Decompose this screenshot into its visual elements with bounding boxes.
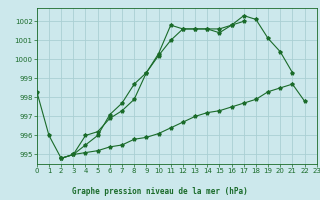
Text: Graphe pression niveau de la mer (hPa): Graphe pression niveau de la mer (hPa): [72, 188, 248, 196]
